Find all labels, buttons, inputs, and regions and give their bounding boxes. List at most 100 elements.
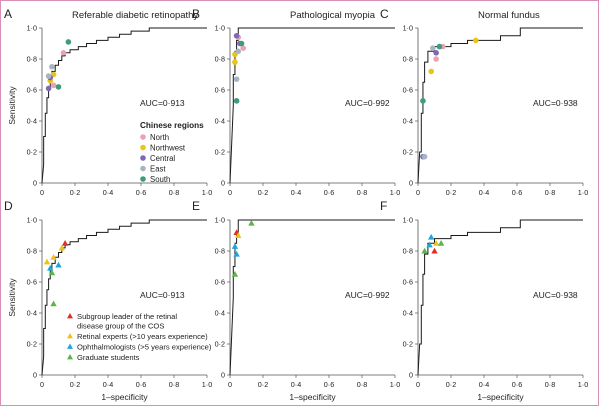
reader-point [231, 271, 239, 277]
panel-d: D 0 0·2 0·4 0·6 0·8 1·0 0 0·2 0·4 0·6 0·8 1·0 Sensiti… [4, 199, 212, 402]
panel-letter: F [380, 199, 387, 213]
y-tick-label: 0·2 [27, 148, 37, 157]
y-tick-label: 0 [33, 371, 37, 380]
x-tick-label: 0·2 [70, 380, 80, 389]
y-tick-label: 0·6 [27, 278, 37, 287]
region-point [430, 45, 436, 51]
region-point [233, 98, 240, 104]
reader-point [61, 240, 69, 246]
legend-label: East [150, 165, 166, 174]
region-point [233, 76, 240, 82]
reader-point [48, 269, 56, 276]
y-tick-label: 0·8 [403, 247, 413, 256]
legend-label: Retinal experts (>10 years experience) [77, 332, 208, 341]
reader-point [231, 243, 239, 249]
x-tick-label: 0·8 [357, 380, 367, 389]
y-tick-label: 0·4 [27, 117, 37, 126]
y-tick-label: 0·2 [403, 340, 413, 349]
panel-letter: E [192, 199, 200, 213]
region-point [428, 68, 435, 75]
reader-point [47, 264, 54, 271]
y-tick-label: 0·6 [215, 86, 225, 95]
auc-label: AUC=0·913 [140, 290, 185, 300]
x-tick-label: 0 [40, 188, 44, 197]
auc-label: AUC=0·938 [533, 290, 578, 300]
y-tick-label: 0·4 [403, 117, 413, 126]
y-tick-label: 0·4 [215, 309, 225, 318]
panel-c: C Normal fundus 0 0·2 0·4 0·6 0·8 1·0 0 0·2 0·4 0·6… [380, 7, 588, 197]
legend-marker [67, 313, 73, 319]
region-point [433, 50, 439, 56]
region-point [232, 59, 238, 65]
x-tick-label: 0·8 [545, 380, 555, 389]
region-point [45, 73, 52, 79]
x-tick-label: 0·8 [169, 188, 179, 197]
legend-marker [67, 354, 73, 360]
y-tick-label: 0 [409, 371, 413, 380]
panel-letter: B [192, 7, 200, 21]
legend-label: Central [150, 154, 175, 163]
x-tick-label: 0·6 [136, 380, 146, 389]
reader-point [235, 232, 242, 239]
legend-label: Ophthalmologists (>5 years experience) [77, 343, 212, 352]
x-tick-label: 1·0 [202, 188, 212, 197]
x-tick-label: 0·6 [512, 188, 522, 197]
x-tick-label: 0 [228, 380, 232, 389]
x-tick-label: 0·2 [70, 188, 80, 197]
auc-label: AUC=0·992 [345, 98, 390, 108]
x-tick-label: 1·0 [390, 380, 400, 389]
legend-marker [67, 343, 73, 349]
x-tick-label: 0·2 [258, 380, 268, 389]
x-tick-label: 1·0 [390, 188, 400, 197]
region-point [60, 50, 67, 56]
y-tick-label: 1·0 [27, 24, 37, 33]
y-tick-label: 0·2 [403, 148, 413, 157]
x-tick-label: 0·4 [103, 188, 113, 197]
x-axis-label: 1–specificity [289, 392, 336, 402]
region-point [433, 56, 439, 62]
x-axis-label: 1–specificity [101, 392, 148, 402]
x-axis-label: 1–specificity [477, 392, 524, 402]
x-tick-label: 0 [40, 380, 44, 389]
region-point [49, 63, 55, 70]
reader-point [421, 247, 428, 254]
panel-title: Referable diabetic retinopathy [72, 10, 198, 21]
legend-marker [140, 134, 146, 140]
legend-marker [140, 155, 146, 161]
roc-curve [41, 27, 207, 184]
region-point [235, 48, 242, 55]
region-point [238, 40, 245, 47]
region-point [436, 43, 443, 50]
reader-point [50, 300, 57, 307]
region-point [55, 84, 62, 90]
x-tick-label: 0·8 [545, 188, 555, 197]
y-tick-label: 1·0 [215, 216, 225, 225]
auc-label: AUC=0·913 [140, 98, 185, 108]
y-tick-label: 0·2 [215, 340, 225, 349]
reader-point [43, 258, 51, 265]
x-tick-label: 0·6 [324, 188, 334, 197]
legend-label: South [150, 175, 170, 184]
y-tick-label: 0·8 [27, 247, 37, 256]
region-point [421, 153, 428, 160]
region-point [50, 82, 57, 89]
reader-point [432, 240, 440, 246]
legend-label: disease group of the COS [77, 322, 164, 331]
y-tick-label: 0·8 [27, 55, 37, 64]
y-tick-label: 1·0 [215, 24, 225, 33]
y-tick-label: 0·6 [403, 86, 413, 95]
reader-point [426, 241, 433, 248]
x-tick-label: 0·6 [512, 380, 522, 389]
x-tick-label: 1·0 [202, 380, 212, 389]
x-tick-label: 0·6 [324, 380, 334, 389]
x-tick-label: 0·4 [479, 380, 489, 389]
x-tick-label: 0·2 [446, 188, 456, 197]
y-tick-label: 0·2 [27, 340, 37, 349]
legend-label: Graduate students [77, 353, 140, 362]
y-axis-label: Sensitivity [7, 86, 17, 125]
reader-point [50, 254, 57, 260]
x-tick-label: 0 [416, 188, 420, 197]
x-tick-label: 0·8 [169, 380, 179, 389]
reader-point [55, 261, 62, 268]
